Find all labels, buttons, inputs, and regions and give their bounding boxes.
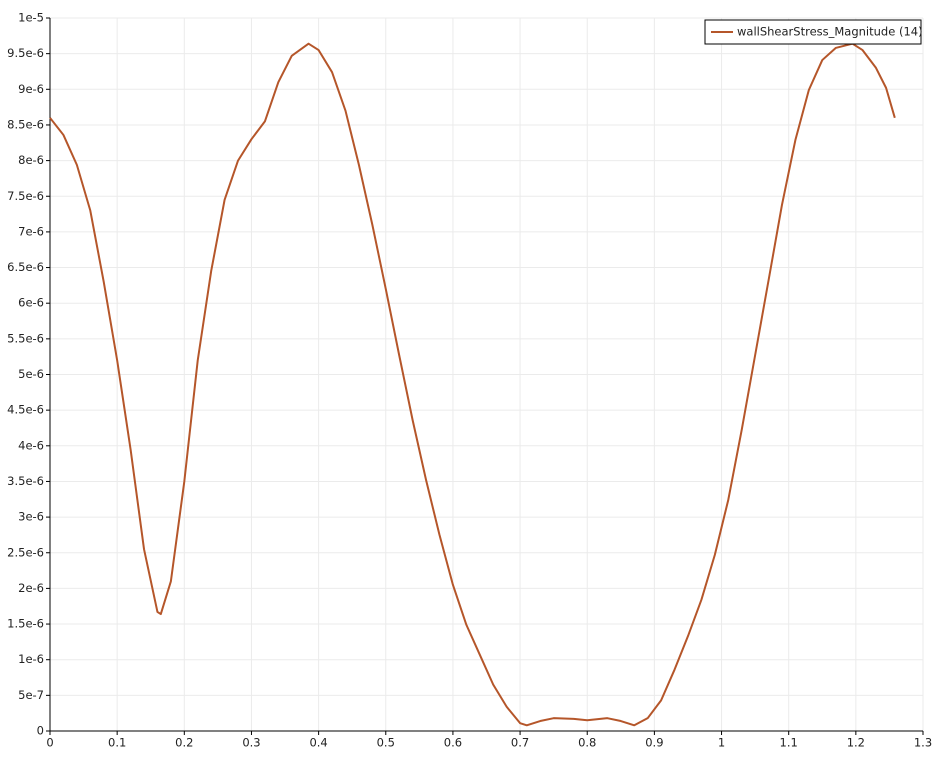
x-tick-label: 0.4	[309, 736, 327, 750]
x-tick-label: 0	[46, 736, 53, 750]
y-tick-label: 4e-6	[18, 438, 44, 452]
y-tick-label: 5e-7	[18, 688, 44, 702]
y-tick-label: 3.5e-6	[7, 474, 44, 488]
y-tick-label: 2.5e-6	[7, 545, 44, 559]
y-tick-label: 1e-6	[18, 652, 44, 666]
x-tick-label: 0.7	[511, 736, 529, 750]
x-tick-label: 0.6	[444, 736, 462, 750]
x-tick-label: 0.1	[108, 736, 126, 750]
x-tick-label: 1.2	[847, 736, 865, 750]
y-tick-label: 6.5e-6	[7, 260, 44, 274]
x-tick-label: 0.8	[578, 736, 596, 750]
y-tick-label: 1.5e-6	[7, 617, 44, 631]
x-tick-label: 0.9	[645, 736, 663, 750]
y-tick-label: 7e-6	[18, 224, 44, 238]
x-tick-label: 0.5	[377, 736, 395, 750]
y-tick-label: 8e-6	[18, 153, 44, 167]
series-line	[49, 42, 896, 727]
legend: wallShearStress_Magnitude (14)	[704, 19, 923, 45]
y-tick-label: 5e-6	[18, 367, 44, 381]
y-tick-label: 0	[37, 724, 44, 738]
y-tick-label: 5.5e-6	[7, 331, 44, 345]
y-tick-label: 1e-5	[18, 11, 44, 25]
y-tick-label: 7.5e-6	[7, 189, 44, 203]
y-tick-label: 6e-6	[18, 296, 44, 310]
x-tick-label: 1.3	[914, 736, 932, 750]
y-tick-label: 8.5e-6	[7, 117, 44, 131]
x-tick-label: 0.2	[175, 736, 193, 750]
legend-box	[704, 19, 922, 45]
x-tick-label: 1	[718, 736, 725, 750]
x-tick-label: 0.3	[242, 736, 260, 750]
y-tick-label: 9.5e-6	[7, 46, 44, 60]
y-tick-label: 2e-6	[18, 581, 44, 595]
y-tick-label: 4.5e-6	[7, 403, 44, 417]
y-tick-label: 3e-6	[18, 510, 44, 524]
y-tick-label: 9e-6	[18, 82, 44, 96]
x-tick-label: 1.1	[780, 736, 798, 750]
legend-label: wallShearStress_Magnitude (14)	[737, 25, 923, 39]
